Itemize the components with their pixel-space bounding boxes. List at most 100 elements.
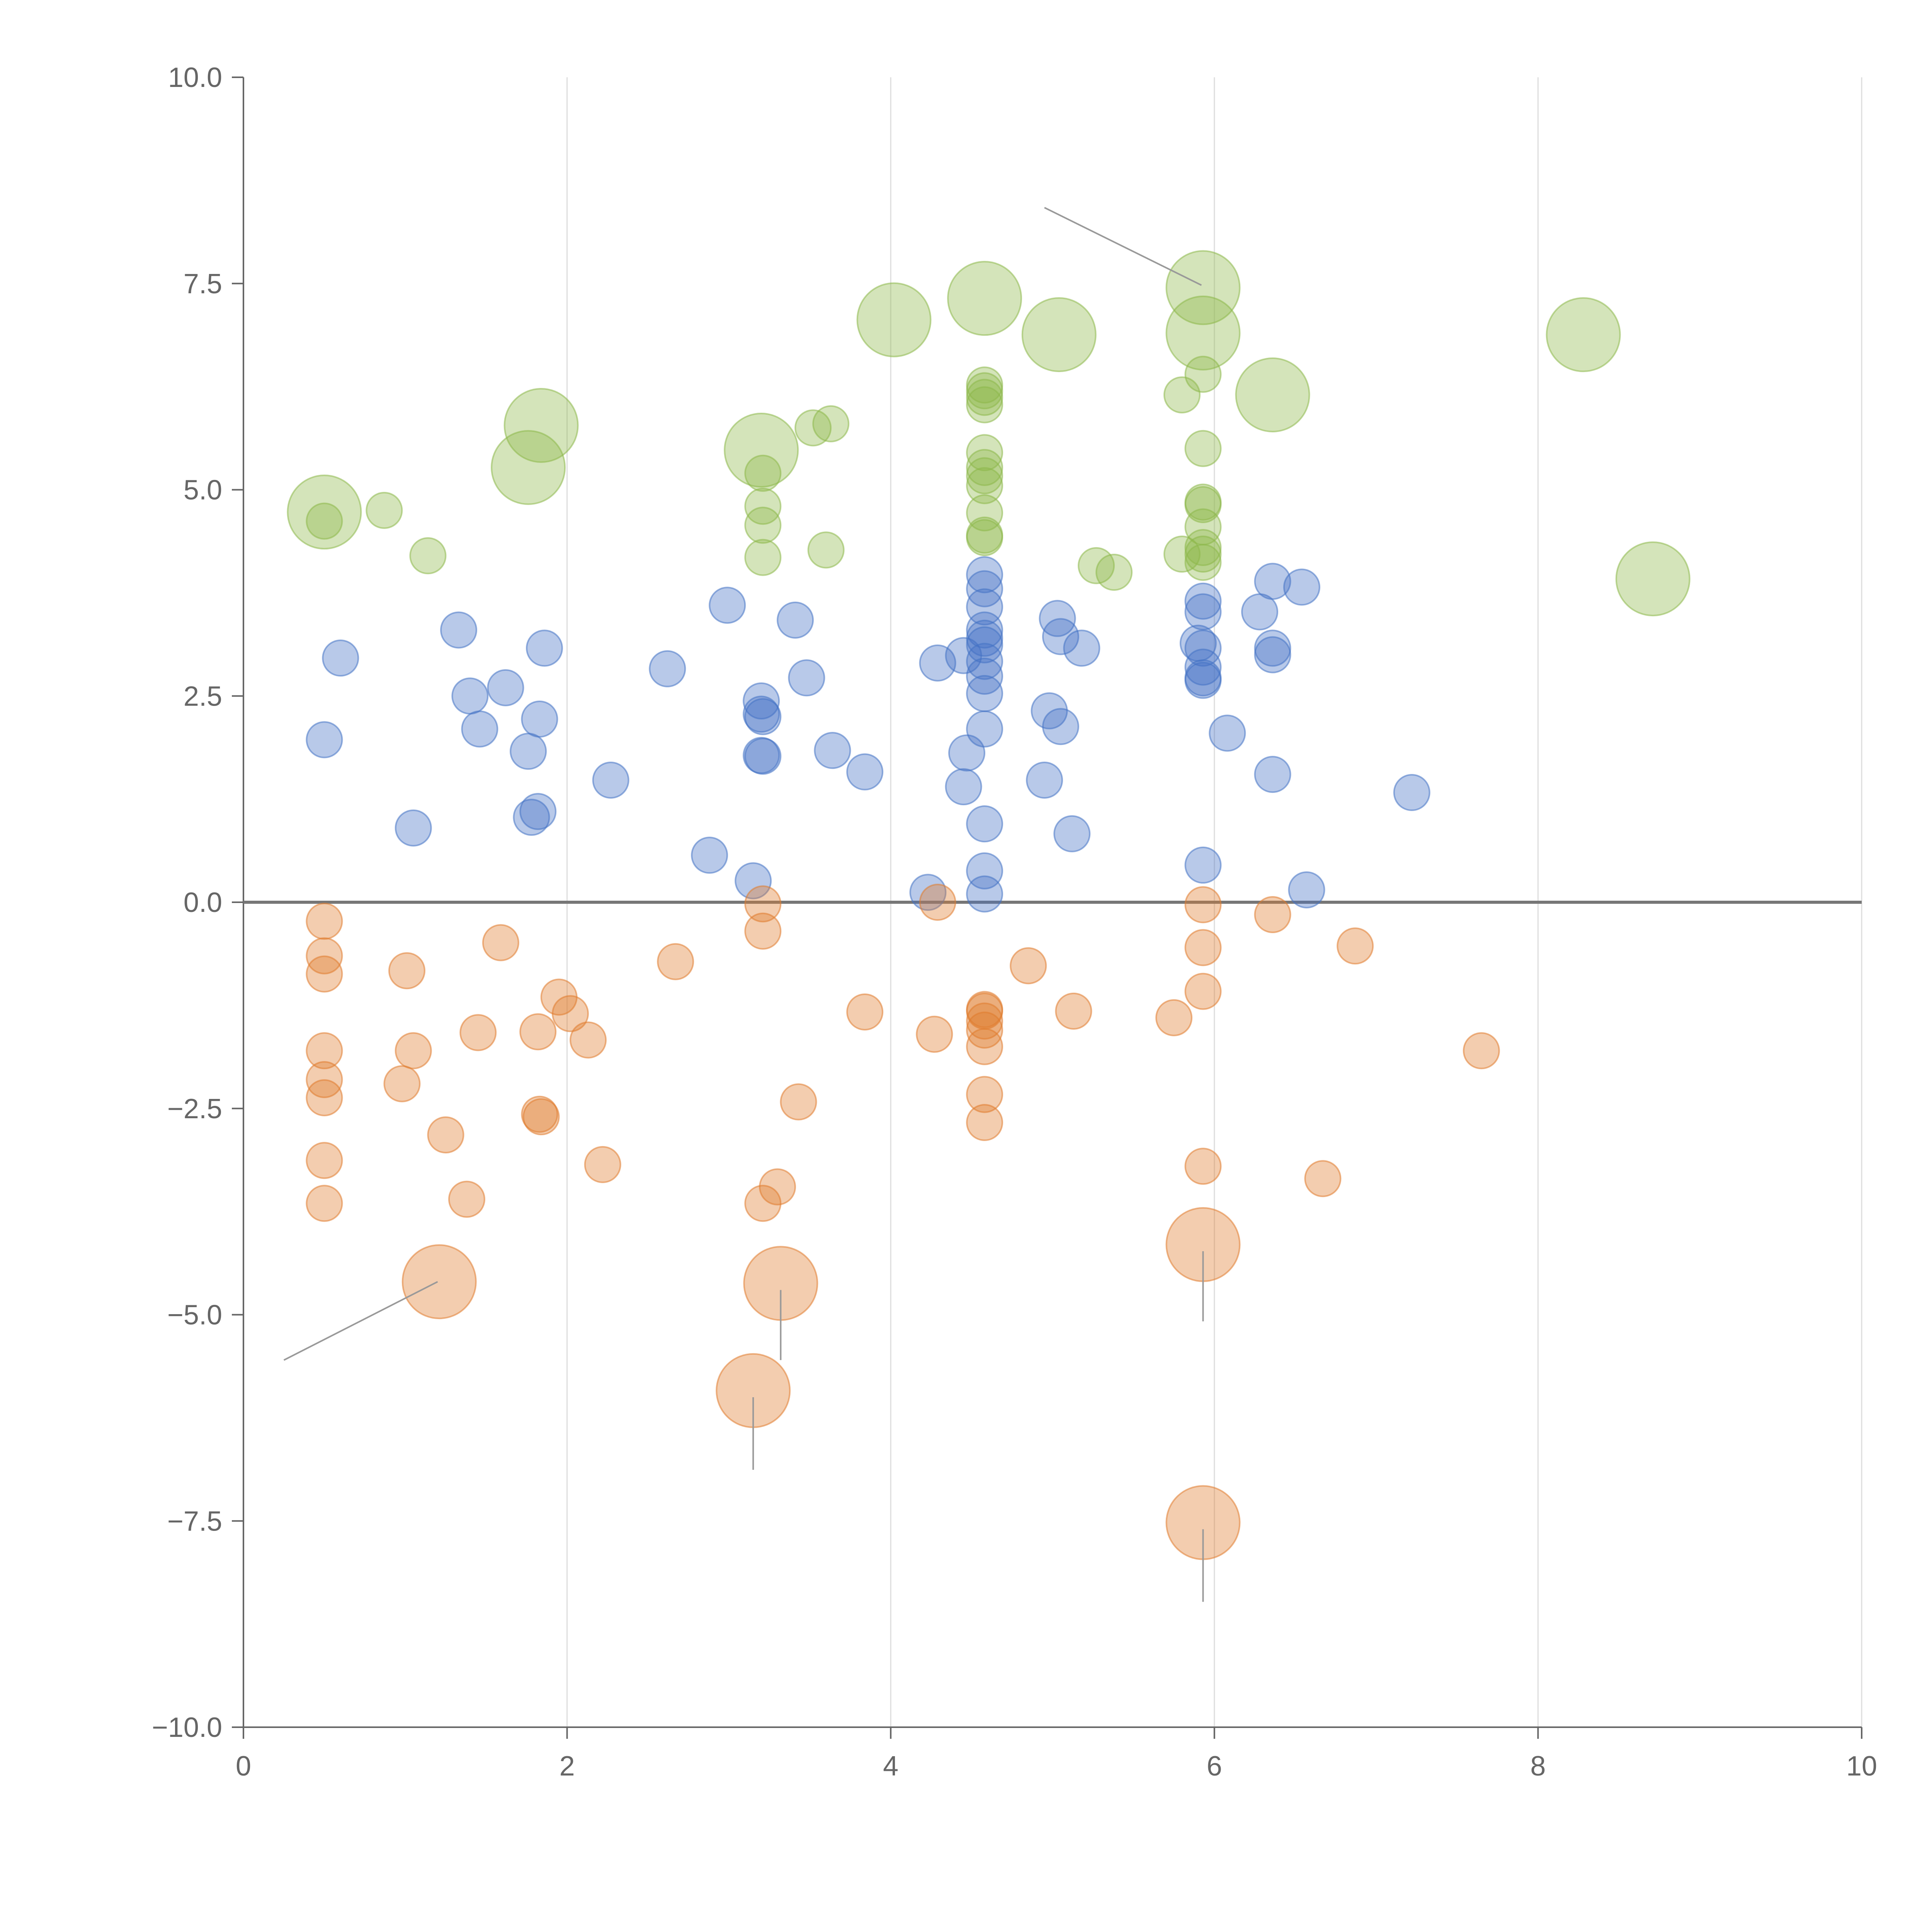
blue-point-66 xyxy=(1288,871,1325,908)
blue-point-45 xyxy=(1031,692,1068,730)
blue-point-21 xyxy=(744,738,782,775)
orange-point-25 xyxy=(744,1185,782,1222)
green-point-22 xyxy=(1095,554,1133,591)
green-point-12 xyxy=(966,379,1003,416)
y-tick-label-1: 7.5 xyxy=(184,269,222,299)
x-tick-label-2: 2 xyxy=(560,1751,575,1782)
leader-lines xyxy=(283,207,1204,1602)
blue-point-16 xyxy=(735,862,772,900)
green-point-14 xyxy=(966,434,1003,471)
blue-point-54 xyxy=(1184,629,1222,667)
orange-point-40 xyxy=(1155,999,1193,1036)
orange-point-8 xyxy=(383,1065,421,1102)
orange-point-6 xyxy=(306,1142,343,1179)
blue-point-31 xyxy=(966,556,1003,594)
orange-point-22 xyxy=(657,943,694,980)
blue-point-55 xyxy=(1184,648,1222,686)
orange-point-21 xyxy=(584,1146,621,1183)
orange-point-26 xyxy=(759,1168,796,1206)
green-point-38 xyxy=(947,261,1022,336)
green-point-2 xyxy=(409,537,447,575)
green-point-4 xyxy=(744,488,782,525)
orange-point-23 xyxy=(744,885,782,923)
orange-point-28 xyxy=(846,993,884,1031)
blue-point-59 xyxy=(1209,714,1246,752)
blue-point-5 xyxy=(461,710,498,748)
blue-point-11 xyxy=(526,629,563,667)
orange-point-14 xyxy=(482,924,519,961)
blue-point-50 xyxy=(1063,629,1100,667)
green-point-33 xyxy=(287,474,362,550)
orange-point-48 xyxy=(1463,1032,1500,1070)
green-point-6 xyxy=(744,539,782,576)
blue-point-19 xyxy=(744,698,782,735)
green-point-37 xyxy=(856,282,932,357)
orange-point-45 xyxy=(1254,896,1291,934)
blue-point-29 xyxy=(945,768,982,806)
orange-point-12 xyxy=(448,1180,485,1218)
blue-point-49 xyxy=(1053,815,1091,852)
x-tick-label-6: 6 xyxy=(1207,1751,1222,1782)
orange-point-44 xyxy=(1184,1148,1222,1185)
blue-point-24 xyxy=(814,732,851,769)
green-point-16 xyxy=(966,457,1003,495)
orange-point-2 xyxy=(306,955,343,993)
x-tick-label-0: 0 xyxy=(236,1751,251,1782)
green-point-9 xyxy=(807,531,845,569)
blue-point-61 xyxy=(1254,563,1291,600)
x-axis-ticks: 0 2 4 6 8 10 xyxy=(236,1727,1877,1782)
green-point-0 xyxy=(306,502,343,540)
orange-point-9 xyxy=(388,952,425,990)
green-point-17 xyxy=(966,467,1003,504)
leader-line-1 xyxy=(283,1281,438,1361)
blue-point-37 xyxy=(966,643,1003,680)
orange-point-24 xyxy=(744,912,782,950)
blue-point-18 xyxy=(743,696,780,733)
orange-point-10 xyxy=(395,1032,432,1070)
green-point-31 xyxy=(1184,536,1222,573)
blue-point-36 xyxy=(966,626,1003,663)
orange-point-35 xyxy=(966,1028,1003,1065)
orange-point-42 xyxy=(1184,929,1222,966)
green-point-39 xyxy=(1021,297,1097,372)
blue-point-9 xyxy=(519,793,557,830)
green-point-43 xyxy=(1546,297,1621,372)
blue-point-1 xyxy=(322,639,359,677)
green-point-34 xyxy=(503,388,579,463)
orange-point-47 xyxy=(1337,927,1374,965)
y-tick-label-0: 10.0 xyxy=(168,62,222,93)
blue-point-65 xyxy=(1283,568,1320,606)
green-point-41 xyxy=(1165,295,1241,371)
green-point-35 xyxy=(491,430,566,505)
blue-point-13 xyxy=(649,650,686,687)
orange-point-20 xyxy=(570,1021,607,1059)
y-tick-label-7: −7.5 xyxy=(167,1506,222,1537)
orange-point-11 xyxy=(427,1116,464,1154)
blue-point-47 xyxy=(1042,618,1079,655)
blue-point-42 xyxy=(966,852,1003,889)
orange-point-43 xyxy=(1184,973,1222,1010)
blue-point-44 xyxy=(1026,762,1063,799)
orange-point-30 xyxy=(919,884,956,921)
blue-point-43 xyxy=(966,875,1003,913)
green-point-13 xyxy=(966,386,1003,423)
orange-point-19 xyxy=(551,995,589,1032)
blue-point-58 xyxy=(1184,846,1222,884)
blue-point-3 xyxy=(440,611,478,649)
y-tick-label-4: 0.0 xyxy=(184,887,222,918)
y-tick-label-5: −2.5 xyxy=(167,1094,222,1124)
orange-point-29 xyxy=(916,1015,953,1053)
orange-point-39 xyxy=(1055,992,1092,1030)
blue-point-52 xyxy=(1184,582,1222,620)
blue-point-12 xyxy=(592,762,629,799)
green-point-42 xyxy=(1235,357,1310,432)
blue-point-34 xyxy=(966,611,1003,649)
orange-point-27 xyxy=(780,1083,817,1121)
blue-point-7 xyxy=(510,733,547,770)
x-tick-label-4: 4 xyxy=(883,1751,898,1782)
x-tick-label-8: 8 xyxy=(1530,1751,1546,1782)
y-tick-label-3: 2.5 xyxy=(184,681,222,712)
blue-point-17 xyxy=(743,682,780,720)
blue-point-26 xyxy=(909,874,947,911)
green-point-23 xyxy=(1163,376,1201,413)
